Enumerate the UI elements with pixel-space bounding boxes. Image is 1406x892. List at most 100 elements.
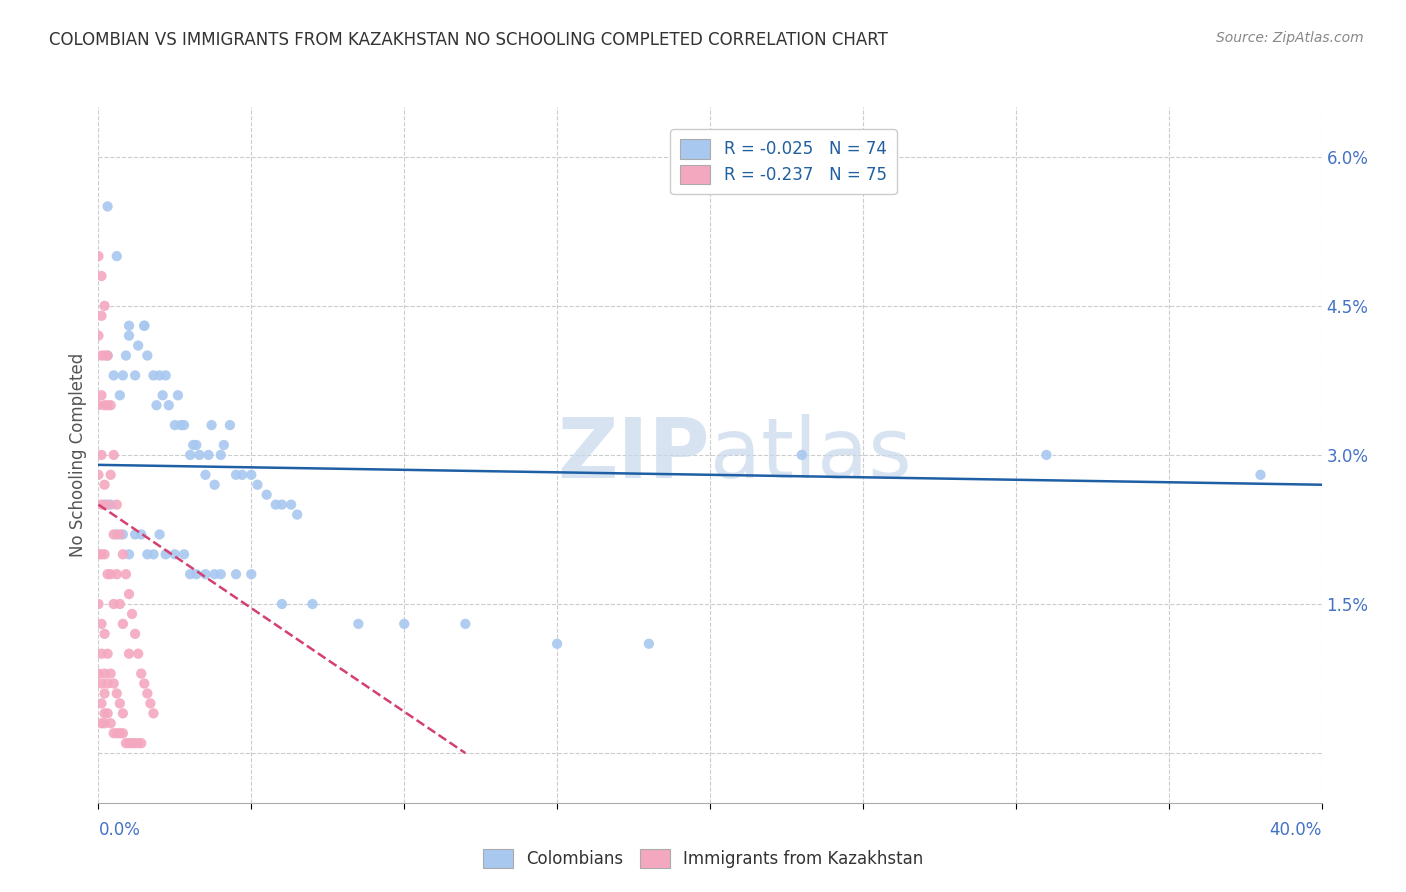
Point	[118, 318, 141, 333]
Point	[264, 498, 287, 512]
Point	[93, 686, 115, 700]
Point	[93, 477, 115, 491]
Point	[194, 567, 217, 582]
Point	[209, 567, 232, 582]
Point	[188, 448, 211, 462]
Point	[90, 268, 112, 283]
Point	[136, 547, 159, 561]
Point	[105, 567, 128, 582]
Point	[97, 398, 120, 412]
Point	[97, 647, 120, 661]
Point	[280, 498, 302, 512]
Point	[149, 368, 172, 383]
Point	[121, 607, 143, 621]
Point	[97, 706, 120, 721]
Point	[134, 676, 156, 690]
Point	[100, 666, 122, 681]
Point	[93, 398, 115, 412]
Point	[108, 527, 131, 541]
Point	[105, 726, 128, 740]
Point	[118, 328, 141, 343]
Point	[108, 697, 131, 711]
Point	[246, 477, 269, 491]
Point	[93, 706, 115, 721]
Point	[124, 736, 146, 750]
Point	[212, 438, 235, 452]
Point	[90, 547, 112, 561]
Point	[197, 448, 219, 462]
Point	[100, 498, 122, 512]
Point	[97, 676, 120, 690]
Point	[167, 388, 190, 402]
Point	[103, 676, 125, 690]
Point	[1035, 448, 1057, 462]
Text: ZIP: ZIP	[558, 415, 710, 495]
Point	[90, 388, 112, 402]
Point	[155, 368, 177, 383]
Point	[108, 388, 131, 402]
Point	[111, 547, 134, 561]
Point	[225, 467, 247, 482]
Point	[103, 726, 125, 740]
Point	[87, 666, 110, 681]
Point	[105, 249, 128, 263]
Point	[93, 498, 115, 512]
Point	[90, 616, 112, 631]
Point	[100, 467, 122, 482]
Point	[97, 498, 120, 512]
Point	[87, 467, 110, 482]
Point	[97, 567, 120, 582]
Point	[93, 349, 115, 363]
Point	[97, 199, 120, 213]
Point	[90, 697, 112, 711]
Point	[163, 547, 186, 561]
Point	[136, 349, 159, 363]
Point	[149, 527, 172, 541]
Point	[142, 368, 165, 383]
Point	[93, 299, 115, 313]
Point	[115, 567, 138, 582]
Point	[90, 647, 112, 661]
Point	[108, 726, 131, 740]
Point	[111, 527, 134, 541]
Point	[111, 616, 134, 631]
Point	[111, 706, 134, 721]
Point	[124, 527, 146, 541]
Legend: R = -0.025   N = 74, R = -0.237   N = 75: R = -0.025 N = 74, R = -0.237 N = 75	[671, 129, 897, 194]
Point	[115, 736, 138, 750]
Text: 0.0%: 0.0%	[98, 821, 141, 838]
Point	[194, 467, 217, 482]
Point	[90, 349, 112, 363]
Point	[225, 567, 247, 582]
Point	[90, 676, 112, 690]
Point	[111, 726, 134, 740]
Text: COLOMBIAN VS IMMIGRANTS FROM KAZAKHSTAN NO SCHOOLING COMPLETED CORRELATION CHART: COLOMBIAN VS IMMIGRANTS FROM KAZAKHSTAN …	[49, 31, 889, 49]
Point	[139, 697, 162, 711]
Point	[256, 488, 278, 502]
Point	[127, 338, 149, 352]
Point	[155, 547, 177, 561]
Point	[87, 597, 110, 611]
Point	[93, 716, 115, 731]
Point	[111, 368, 134, 383]
Point	[163, 418, 186, 433]
Point	[90, 498, 112, 512]
Point	[134, 318, 156, 333]
Point	[93, 666, 115, 681]
Point	[270, 498, 292, 512]
Point	[105, 686, 128, 700]
Point	[186, 438, 208, 452]
Point	[219, 418, 242, 433]
Point	[108, 597, 131, 611]
Point	[136, 686, 159, 700]
Point	[454, 616, 477, 631]
Point	[97, 349, 120, 363]
Point	[301, 597, 323, 611]
Point	[142, 547, 165, 561]
Point	[100, 716, 122, 731]
Point	[231, 467, 253, 482]
Point	[170, 418, 193, 433]
Point	[129, 666, 152, 681]
Point	[1249, 467, 1271, 482]
Point	[209, 448, 232, 462]
